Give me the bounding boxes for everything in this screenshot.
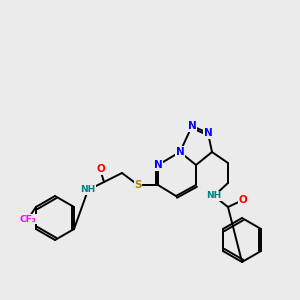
Text: NH: NH — [206, 191, 222, 200]
Text: N: N — [176, 147, 184, 157]
Text: S: S — [134, 180, 142, 190]
Text: CF₃: CF₃ — [20, 214, 36, 224]
Text: O: O — [96, 164, 104, 174]
Text: O: O — [238, 195, 247, 205]
Text: N: N — [204, 128, 212, 138]
Text: N: N — [188, 121, 196, 131]
Text: NH: NH — [80, 185, 96, 194]
Text: O: O — [97, 164, 105, 174]
Text: N: N — [154, 160, 162, 170]
